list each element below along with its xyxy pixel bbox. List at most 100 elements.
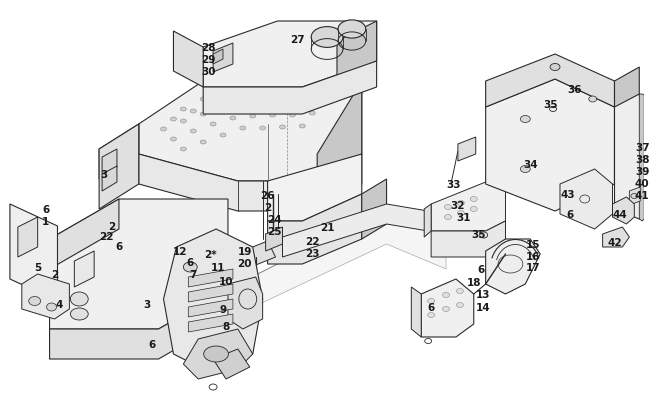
Ellipse shape (230, 117, 236, 121)
Text: 44: 44 (612, 209, 627, 220)
Ellipse shape (458, 201, 464, 206)
Ellipse shape (521, 116, 530, 123)
Text: 19: 19 (238, 246, 252, 256)
Text: 4: 4 (56, 299, 63, 309)
Text: 22: 22 (305, 237, 319, 246)
Ellipse shape (161, 128, 166, 132)
Text: 24: 24 (267, 215, 282, 224)
Polygon shape (102, 166, 117, 192)
Polygon shape (424, 205, 431, 237)
Polygon shape (49, 200, 119, 269)
Polygon shape (203, 22, 376, 88)
Ellipse shape (260, 86, 266, 90)
Text: 27: 27 (290, 35, 305, 45)
Ellipse shape (456, 303, 463, 308)
Polygon shape (486, 80, 614, 211)
Text: 8: 8 (222, 321, 229, 331)
Text: 26: 26 (261, 190, 275, 200)
Text: 12: 12 (173, 246, 188, 256)
Text: 37: 37 (635, 143, 649, 153)
Text: 35: 35 (471, 230, 486, 239)
Polygon shape (614, 95, 644, 220)
Polygon shape (268, 194, 362, 264)
Ellipse shape (309, 112, 315, 116)
Polygon shape (138, 155, 362, 211)
Text: 20: 20 (237, 258, 252, 269)
Text: 6: 6 (187, 257, 194, 267)
Text: 36: 36 (567, 85, 582, 95)
Ellipse shape (250, 115, 255, 119)
Text: 6: 6 (115, 241, 123, 252)
Polygon shape (188, 299, 233, 317)
Polygon shape (629, 188, 640, 205)
Text: 31: 31 (456, 213, 471, 222)
Text: 6: 6 (42, 205, 49, 215)
Polygon shape (268, 155, 362, 222)
Ellipse shape (250, 94, 255, 98)
Text: 13: 13 (475, 289, 490, 299)
Text: 40: 40 (635, 179, 649, 189)
Text: 9: 9 (220, 304, 227, 314)
Text: 7: 7 (190, 269, 197, 279)
Ellipse shape (260, 103, 266, 107)
Text: 1: 1 (42, 216, 49, 226)
Ellipse shape (181, 108, 187, 112)
Polygon shape (640, 95, 644, 222)
Ellipse shape (319, 98, 325, 102)
Ellipse shape (471, 197, 477, 202)
Text: 28: 28 (201, 43, 215, 53)
Ellipse shape (299, 102, 305, 106)
Polygon shape (203, 62, 376, 115)
Polygon shape (188, 284, 233, 302)
Ellipse shape (181, 148, 187, 151)
Text: 6: 6 (428, 302, 435, 312)
Ellipse shape (181, 120, 187, 124)
Ellipse shape (280, 86, 285, 90)
Text: 18: 18 (467, 277, 481, 287)
Text: 43: 43 (560, 190, 575, 200)
Polygon shape (22, 274, 70, 319)
Ellipse shape (220, 106, 226, 110)
Ellipse shape (170, 138, 176, 142)
Ellipse shape (240, 86, 246, 90)
Ellipse shape (319, 86, 325, 90)
Ellipse shape (210, 123, 216, 127)
Polygon shape (612, 198, 634, 224)
Polygon shape (49, 289, 228, 359)
Text: 11: 11 (211, 262, 226, 272)
Text: 6: 6 (566, 209, 573, 220)
Text: 21: 21 (320, 222, 334, 232)
Ellipse shape (309, 93, 315, 97)
Ellipse shape (240, 127, 246, 131)
Text: 3: 3 (143, 299, 150, 309)
Polygon shape (49, 200, 228, 329)
Polygon shape (49, 209, 446, 359)
Text: 25: 25 (267, 226, 282, 237)
Text: 6: 6 (148, 339, 155, 349)
Ellipse shape (203, 346, 228, 362)
Ellipse shape (458, 211, 464, 216)
Text: 32: 32 (450, 200, 465, 211)
Text: 30: 30 (201, 67, 215, 77)
Ellipse shape (240, 104, 246, 108)
Text: 34: 34 (523, 160, 538, 170)
Ellipse shape (329, 90, 335, 94)
Polygon shape (560, 170, 612, 230)
Polygon shape (183, 329, 253, 379)
Ellipse shape (289, 93, 295, 97)
Text: 3: 3 (101, 170, 108, 179)
Text: 16: 16 (526, 252, 541, 261)
Ellipse shape (443, 293, 450, 298)
Polygon shape (266, 228, 283, 252)
Text: 22: 22 (99, 231, 113, 241)
Ellipse shape (190, 130, 196, 134)
Polygon shape (486, 239, 540, 294)
Ellipse shape (443, 307, 450, 312)
Text: 33: 33 (447, 179, 461, 190)
Text: 29: 29 (201, 55, 215, 65)
Polygon shape (614, 68, 640, 185)
Polygon shape (603, 228, 629, 247)
Text: 5: 5 (34, 262, 42, 272)
Ellipse shape (270, 114, 276, 118)
Ellipse shape (200, 141, 206, 145)
